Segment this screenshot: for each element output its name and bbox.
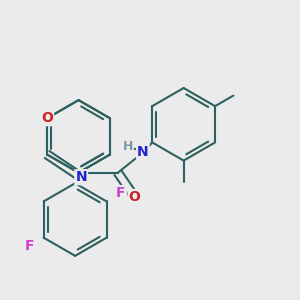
Text: N: N bbox=[75, 170, 87, 184]
Text: F: F bbox=[116, 186, 126, 200]
Text: N: N bbox=[137, 145, 148, 158]
Text: O: O bbox=[41, 111, 53, 125]
Text: H: H bbox=[122, 140, 133, 154]
Text: O: O bbox=[129, 190, 140, 204]
Text: F: F bbox=[25, 239, 34, 253]
